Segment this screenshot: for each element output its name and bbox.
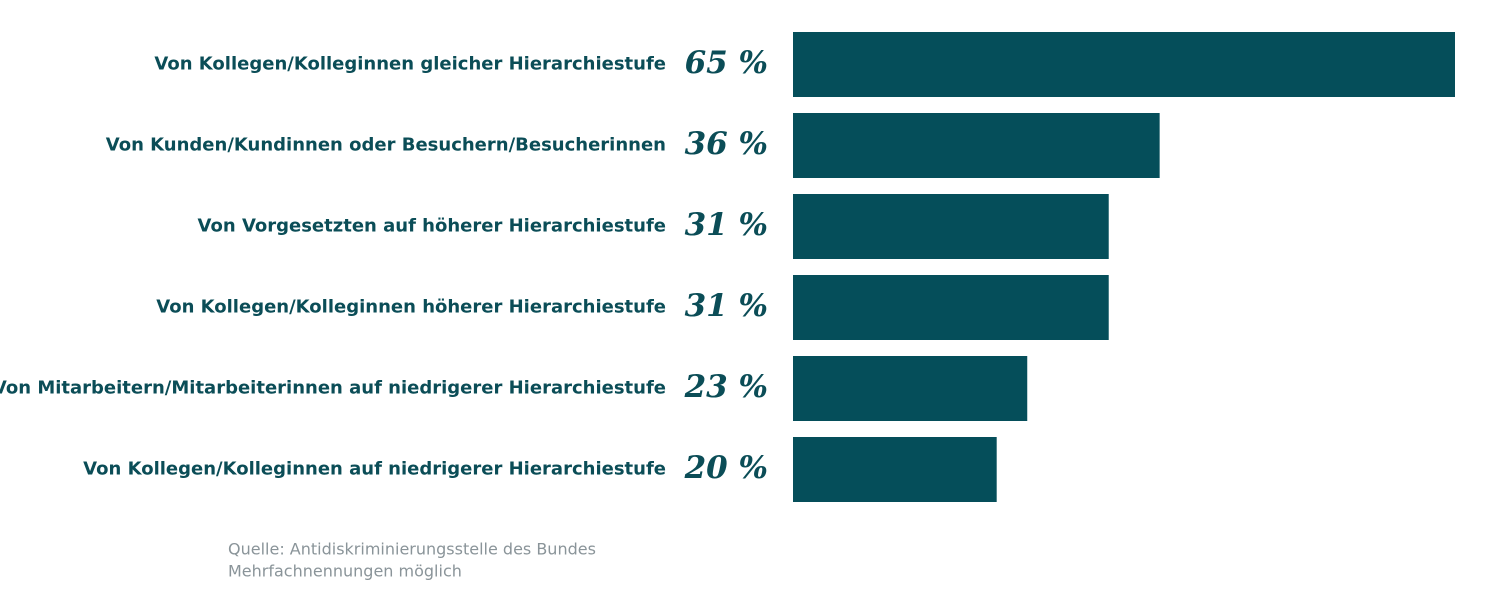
value-label: 20 % <box>684 450 768 486</box>
bar <box>793 194 1109 259</box>
category-label: Von Mitarbeitern/Mitarbeiterinnen auf ni… <box>0 378 666 399</box>
category-label: Von Vorgesetzten auf höherer Hierarchies… <box>198 216 666 237</box>
value-label: 31 % <box>685 288 768 324</box>
bar <box>793 32 1455 97</box>
category-label: Von Kollegen/Kolleginnen gleicher Hierar… <box>154 54 666 75</box>
bar <box>793 275 1109 340</box>
bar <box>793 113 1160 178</box>
bar <box>793 356 1028 421</box>
note: Quelle: Antidiskriminierungsstelle des B… <box>228 540 596 559</box>
value-label: 36 % <box>685 126 768 162</box>
value-label: 23 % <box>684 369 768 405</box>
value-label: 31 % <box>685 207 768 243</box>
value-label: 65 % <box>685 45 768 81</box>
note: Mehrfachnennungen möglich <box>228 562 462 581</box>
category-label: Von Kollegen/Kolleginnen auf niedrigerer… <box>83 459 666 480</box>
category-label: Von Kollegen/Kolleginnen höherer Hierarc… <box>156 297 666 318</box>
bar <box>793 437 997 502</box>
category-label: Von Kunden/Kundinnen oder Besuchern/Besu… <box>106 135 666 156</box>
